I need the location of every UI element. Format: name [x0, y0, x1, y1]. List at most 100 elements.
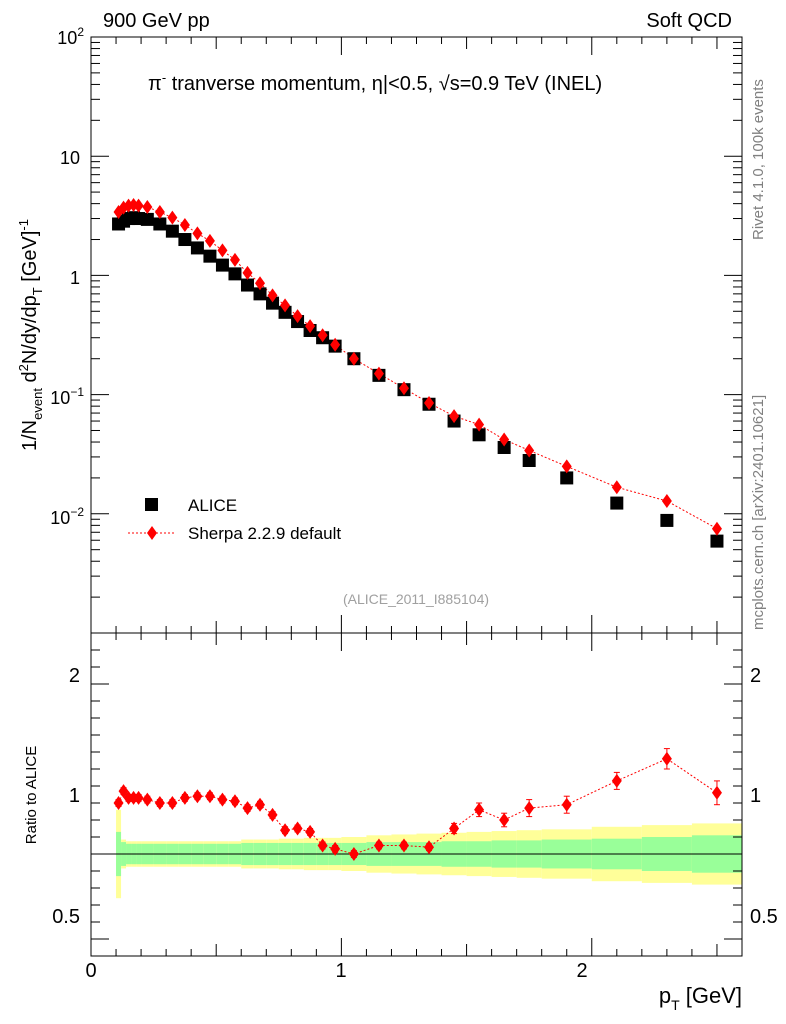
ratio-ytick-1: 1 [69, 785, 80, 807]
sherpa-point [179, 217, 190, 232]
legend-marker-alice [145, 498, 158, 511]
alice-point [203, 249, 217, 263]
sherpa-point [305, 319, 316, 334]
sherpa-point [133, 198, 144, 213]
ytick-label-1: 1 [70, 268, 80, 288]
legend-marker-sherpa [147, 526, 157, 540]
ratio-point [142, 792, 153, 807]
ytick-label-100: 102 [57, 25, 84, 48]
sherpa-point [217, 243, 228, 258]
sherpa-point [167, 210, 178, 225]
ratio-point [611, 773, 622, 788]
ratio-ytick-2-right: 2 [750, 665, 761, 687]
sherpa-point [474, 417, 485, 432]
ratio-point [229, 794, 240, 809]
sherpa-point [449, 409, 460, 424]
main-ylabel: 1/Nevent d2N/dy/dpT [GeV]-1 [16, 219, 45, 451]
x-axis-label: pT [GeV] [659, 983, 742, 1013]
ratio-ylabel: Ratio to ALICE [23, 746, 40, 844]
sherpa-point [424, 396, 435, 411]
alice-point [610, 496, 624, 510]
legend-label-sherpa: Sherpa 2.2.9 default [188, 524, 341, 543]
ratio-point [242, 801, 253, 816]
sherpa-point [348, 351, 359, 366]
alice-point [240, 278, 254, 292]
ratio-point [711, 785, 722, 800]
mcplots-label: mcplots.cern.ch [arXiv:2401.10621] [750, 395, 767, 630]
ratio-ytick-1-right: 1 [750, 785, 761, 807]
main-axis-ticks [90, 36, 743, 634]
sherpa-point [373, 366, 384, 381]
alice-point [497, 440, 511, 454]
sherpa-point [242, 265, 253, 280]
sherpa-point [280, 298, 291, 313]
sherpa-point [524, 443, 535, 458]
main-panel-frame [90, 36, 743, 634]
ratio-point [179, 790, 190, 805]
ytick-label-0.1: 10−1 [50, 385, 84, 408]
header-right: Soft QCD [646, 10, 732, 32]
ratio-point [449, 821, 460, 836]
sherpa-point [499, 432, 510, 447]
ratio-ytick-0.5: 0.5 [52, 906, 80, 928]
header-left: 900 GeV pp [103, 10, 210, 32]
alice-series [112, 211, 724, 548]
ytick-label-0.01: 10−2 [50, 505, 84, 528]
sherpa-point [398, 381, 409, 396]
sherpa-point [142, 199, 153, 214]
alice-point [710, 534, 724, 548]
xtick-1: 1 [335, 960, 346, 982]
ratio-point [499, 813, 510, 827]
xtick-labels: 0 1 2 [85, 960, 587, 982]
ratio-point [661, 751, 672, 766]
ratio-point [524, 801, 535, 816]
ratio-point [267, 807, 278, 822]
alice-point [228, 267, 242, 281]
xtick-2: 2 [576, 960, 587, 982]
sherpa-point [267, 288, 278, 303]
ratio-point [373, 838, 384, 853]
ratio-point [561, 797, 572, 812]
alice-point [190, 241, 204, 255]
alice-point [253, 287, 267, 301]
ratio-point [424, 840, 435, 855]
plot-title: π- tranverse momentum, η|<0.5, √s=0.9 Te… [148, 70, 602, 95]
alice-point [266, 296, 280, 310]
alice-point [472, 428, 486, 442]
ratio-point [317, 838, 328, 853]
sherpa-point [154, 205, 165, 220]
alice-point [153, 217, 167, 231]
ratio-point [192, 789, 203, 804]
sherpa-point [711, 521, 722, 536]
analysis-watermark: (ALICE_2011_I885104) [343, 591, 489, 607]
ratio-point [474, 802, 485, 817]
ratio-point [167, 796, 178, 810]
ratio-point [133, 790, 144, 805]
ratio-ytick-2: 2 [69, 665, 80, 687]
sherpa-point [330, 337, 341, 352]
ratio-point [330, 841, 341, 856]
ratio-ytick-0.5-right: 0.5 [750, 906, 778, 928]
sherpa-point [561, 459, 572, 474]
ratio-point [204, 789, 215, 804]
alice-point [560, 471, 574, 485]
sherpa-point [317, 328, 328, 343]
alice-point [215, 258, 229, 272]
sherpa-point [611, 480, 622, 495]
ratio-point [398, 838, 409, 853]
ratio-point [348, 847, 359, 861]
sherpa-point [192, 226, 203, 241]
sherpa-point [204, 233, 215, 248]
ratio-point [154, 796, 165, 810]
alice-point [660, 513, 674, 527]
ytick-label-10: 10 [60, 148, 80, 168]
alice-point [165, 224, 179, 238]
legend-label-alice: ALICE [188, 496, 237, 515]
sherpa-series [113, 197, 722, 536]
sherpa-point [229, 252, 240, 267]
rivet-label: Rivet 4.1.0, 100k events [750, 79, 767, 240]
main-ytick-labels: 102 10 1 10−1 10−2 [50, 25, 84, 528]
ratio-ytick-labels: 0.5 1 2 0.5 1 2 [52, 665, 778, 928]
ratio-point [292, 821, 303, 836]
